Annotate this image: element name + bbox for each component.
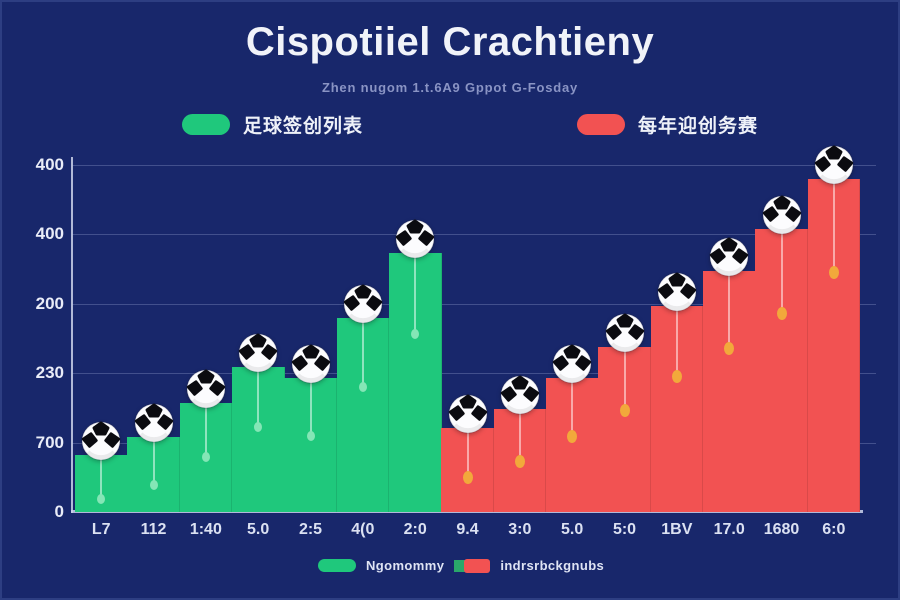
soccer-ball-icon <box>186 369 226 409</box>
x-axis-tick-label: 1:40 <box>189 521 222 538</box>
gridline <box>72 234 876 236</box>
x-axis-tick-label: 9.4 <box>456 521 479 538</box>
soccer-ball-icon <box>238 333 278 373</box>
marker-dot <box>149 479 158 490</box>
x-axis-tick-label: 4(0 <box>351 521 375 538</box>
soccer-ball-icon <box>709 237 749 277</box>
y-axis-tick-label: 400 <box>35 155 64 174</box>
combo-green-swatch <box>454 559 467 572</box>
y-axis-tick-label: 700 <box>35 432 64 452</box>
subtitle: Zhen nugom 1.t.6A9 Gppot G-Fosday <box>321 80 579 95</box>
marker-stem <box>309 382 312 435</box>
soccer-ball-icon <box>290 344 331 384</box>
x-axis-tick-label: 2:0 <box>403 521 427 538</box>
soccer-ball-icon <box>133 403 174 443</box>
marker-dot <box>671 370 682 384</box>
gridline <box>72 303 876 305</box>
x-axis-tick-label: 3:0 <box>508 521 532 538</box>
marker-stem <box>780 232 783 312</box>
soccer-ball-icon <box>81 421 121 461</box>
y-axis-tick-label: 230 <box>35 363 64 383</box>
bottom-combo-swatch <box>454 558 491 573</box>
soccer-ball-icon <box>657 272 697 312</box>
y-axis-tick-label: 400 <box>35 224 64 244</box>
marker-stem <box>675 309 678 375</box>
marker-stem <box>152 441 155 483</box>
marker-dot <box>411 328 420 339</box>
x-axis-tick-label: 6:0 <box>822 521 846 538</box>
marker-stem <box>466 432 469 476</box>
soccer-ball-icon <box>447 394 488 434</box>
marker-stem <box>623 350 626 409</box>
marker-stem <box>100 459 103 498</box>
soccer-ball-icon <box>395 219 435 259</box>
bottom-legend-label-2: indrsrbckgnubs <box>500 558 605 573</box>
marker-dot <box>776 307 787 321</box>
marker-dot <box>514 455 525 469</box>
marker-dot <box>828 266 839 280</box>
marker-stem <box>414 257 417 332</box>
x-axis-tick-label: 1680 <box>763 521 800 538</box>
gridline <box>72 373 876 375</box>
x-axis-tick-label: 2:5 <box>298 521 323 538</box>
soccer-ball-icon <box>500 375 540 415</box>
marker-stem <box>728 275 731 347</box>
soccer-ball-icon <box>552 344 592 384</box>
x-axis-tick-label: 1BV <box>661 521 693 538</box>
marker-stem <box>571 382 574 435</box>
marker-dot <box>567 429 578 443</box>
x-axis-tick-label: 112 <box>140 521 167 538</box>
marker-stem <box>518 413 521 460</box>
y-axis <box>71 157 73 513</box>
bottom-legend-label-1: Ngomommy <box>366 558 445 573</box>
red-legend-swatch <box>577 114 625 135</box>
y-axis-tick-label: 0 <box>54 502 64 521</box>
bottom-legend: Ngomommy indrsrbckgnubs <box>318 558 604 573</box>
soccer-ball-icon <box>814 145 854 185</box>
combo-red-swatch <box>464 558 491 573</box>
x-axis-tick-label: 5:0 <box>612 521 637 538</box>
marker-stem <box>204 407 207 455</box>
marker-dot <box>97 494 106 505</box>
soccer-ball-icon <box>604 313 645 353</box>
marker-stem <box>361 322 364 386</box>
green-legend-label: 足球签创列表 <box>243 116 364 137</box>
bottom-green-swatch <box>318 559 356 572</box>
soccer-ball-icon <box>761 195 802 235</box>
marker-dot <box>358 382 367 393</box>
legend-item-red: 每年迎创务赛 <box>577 111 758 138</box>
x-axis-tick-label: 17.0 <box>713 521 745 538</box>
marker-dot <box>724 342 735 356</box>
marker-dot <box>306 431 315 442</box>
x-axis-tick-label: 5.0 <box>247 521 270 538</box>
marker-dot <box>462 470 473 484</box>
green-legend-swatch <box>182 114 230 135</box>
red-legend-label: 每年迎创务赛 <box>638 116 759 137</box>
marker-dot <box>201 451 210 462</box>
marker-stem <box>257 370 260 426</box>
marker-stem <box>832 182 835 271</box>
y-axis-tick-label: 200 <box>35 293 64 313</box>
page-title: Cispotiiel Crachtieny <box>245 20 655 64</box>
gridline <box>72 165 876 166</box>
x-axis-tick-label: 5.0 <box>561 521 584 538</box>
marker-dot <box>619 404 630 418</box>
x-axis-tick-label: L7 <box>91 521 111 538</box>
legend-item-green: 足球签创列表 <box>182 111 363 138</box>
marker-dot <box>254 422 263 433</box>
soccer-ball-icon <box>343 284 383 325</box>
